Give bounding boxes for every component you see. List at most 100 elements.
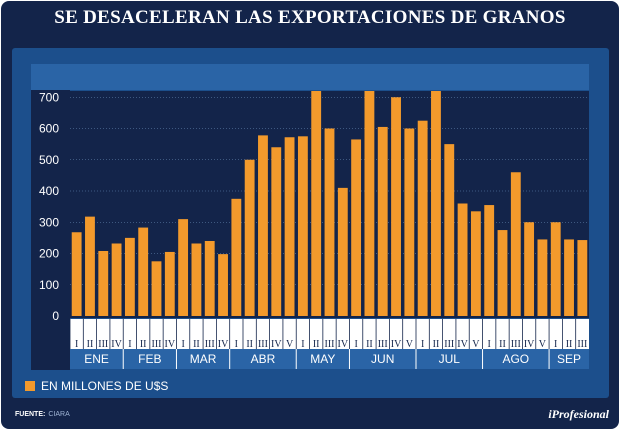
chart-title: SE DESACELERAN LAS EXPORTACIONES DE GRAN… bbox=[54, 7, 566, 28]
week-label: IV bbox=[165, 339, 176, 350]
week-label: IV bbox=[391, 339, 402, 350]
month-label: FEB bbox=[138, 352, 161, 366]
month-label: JUL bbox=[439, 352, 461, 366]
week-label: I bbox=[128, 339, 131, 350]
week-label: III bbox=[152, 339, 162, 350]
bar-jun-ii bbox=[364, 91, 375, 316]
source-label: FUENTE: bbox=[15, 411, 46, 418]
bar-may-iv bbox=[337, 187, 348, 316]
week-label: II bbox=[246, 339, 253, 350]
bar-ago-iii bbox=[510, 172, 521, 316]
week-label: III bbox=[577, 339, 587, 350]
week-band bbox=[70, 319, 589, 349]
week-label: I bbox=[354, 339, 357, 350]
week-label: V bbox=[472, 339, 480, 350]
week-label: V bbox=[286, 339, 294, 350]
week-label: III bbox=[511, 339, 521, 350]
bar-jul-iii bbox=[444, 144, 455, 316]
week-label: V bbox=[539, 339, 547, 350]
week-label: III bbox=[258, 339, 268, 350]
legend-swatch bbox=[25, 381, 35, 391]
bar-ago-i bbox=[484, 205, 495, 316]
bar-abr-iv bbox=[271, 147, 282, 316]
week-label: I bbox=[488, 339, 491, 350]
week-label: II bbox=[566, 339, 573, 350]
week-label: II bbox=[499, 339, 506, 350]
bar-jul-i bbox=[417, 120, 428, 316]
bar-ene-ii bbox=[85, 216, 95, 316]
week-label: V bbox=[406, 339, 414, 350]
month-label: ABR bbox=[251, 352, 276, 366]
bar-may-i bbox=[297, 136, 308, 316]
month-label: MAR bbox=[190, 352, 217, 366]
bar-feb-i bbox=[124, 237, 135, 316]
month-label: SEP bbox=[557, 352, 581, 366]
week-label: I bbox=[554, 339, 557, 350]
y-tick-label: 100 bbox=[39, 278, 59, 292]
week-label: II bbox=[140, 339, 147, 350]
bar-mar-iv bbox=[218, 254, 228, 316]
week-label: IV bbox=[338, 339, 349, 350]
bar-may-ii bbox=[311, 91, 322, 316]
bar-abr-v bbox=[284, 137, 295, 316]
week-label: I bbox=[235, 339, 238, 350]
week-label: III bbox=[325, 339, 335, 350]
week-label: IV bbox=[271, 339, 282, 350]
week-label: II bbox=[433, 339, 440, 350]
bar-ago-iv bbox=[524, 222, 535, 316]
bar-sep-ii bbox=[564, 239, 574, 316]
header-strip bbox=[31, 64, 589, 90]
bar-ene-i bbox=[71, 232, 82, 316]
bar-jul-ii bbox=[431, 91, 441, 316]
y-tick-label: 200 bbox=[39, 247, 59, 261]
legend: EN MILLONES DE U$S bbox=[25, 378, 168, 394]
week-label: II bbox=[193, 339, 200, 350]
week-label: IV bbox=[218, 339, 229, 350]
week-label: IV bbox=[457, 339, 468, 350]
week-label: II bbox=[366, 339, 373, 350]
week-label: I bbox=[421, 339, 424, 350]
y-tick-label: 400 bbox=[39, 184, 59, 198]
bar-ene-iii bbox=[98, 251, 109, 316]
bar-ene-iv bbox=[111, 243, 122, 316]
month-label: JUN bbox=[371, 352, 394, 366]
y-tick-label: 300 bbox=[39, 215, 59, 229]
month-label: AGO bbox=[502, 352, 529, 366]
week-label: II bbox=[313, 339, 320, 350]
bar-jun-i bbox=[351, 139, 362, 316]
week-label: I bbox=[301, 339, 304, 350]
month-label: MAY bbox=[310, 352, 335, 366]
bar-sep-i bbox=[550, 222, 561, 316]
week-label: IV bbox=[111, 339, 122, 350]
y-axis-column bbox=[31, 90, 70, 370]
bar-jun-iii bbox=[377, 126, 388, 316]
bar-jun-v bbox=[404, 128, 415, 316]
bar-mar-iii bbox=[204, 241, 215, 316]
bar-feb-ii bbox=[138, 227, 149, 316]
bar-mar-ii bbox=[191, 243, 202, 316]
legend-label: EN MILLONES DE U$S bbox=[41, 379, 169, 393]
month-label: ENE bbox=[84, 352, 109, 366]
bar-may-iii bbox=[324, 128, 335, 316]
bar-abr-iii bbox=[258, 135, 268, 316]
week-label: II bbox=[87, 339, 94, 350]
bar-jul-iv bbox=[457, 203, 468, 316]
source-note: FUENTE: CIARA bbox=[15, 411, 70, 418]
brand-logo: iProfesional bbox=[548, 407, 609, 421]
week-label: I bbox=[75, 339, 78, 350]
bar-mar-i bbox=[178, 219, 189, 316]
bar-jun-iv bbox=[391, 97, 401, 316]
bar-jul-v bbox=[470, 211, 481, 316]
bar-abr-ii bbox=[244, 159, 255, 316]
week-label: III bbox=[98, 339, 108, 350]
bar-feb-iv bbox=[164, 251, 175, 316]
month-band bbox=[70, 349, 589, 369]
week-label: I bbox=[181, 339, 184, 350]
y-tick-label: 500 bbox=[39, 153, 59, 167]
y-tick-label: 700 bbox=[39, 90, 59, 104]
y-tick-label: 600 bbox=[39, 122, 59, 136]
week-label: III bbox=[378, 339, 388, 350]
source-value: CIARA bbox=[48, 411, 70, 418]
